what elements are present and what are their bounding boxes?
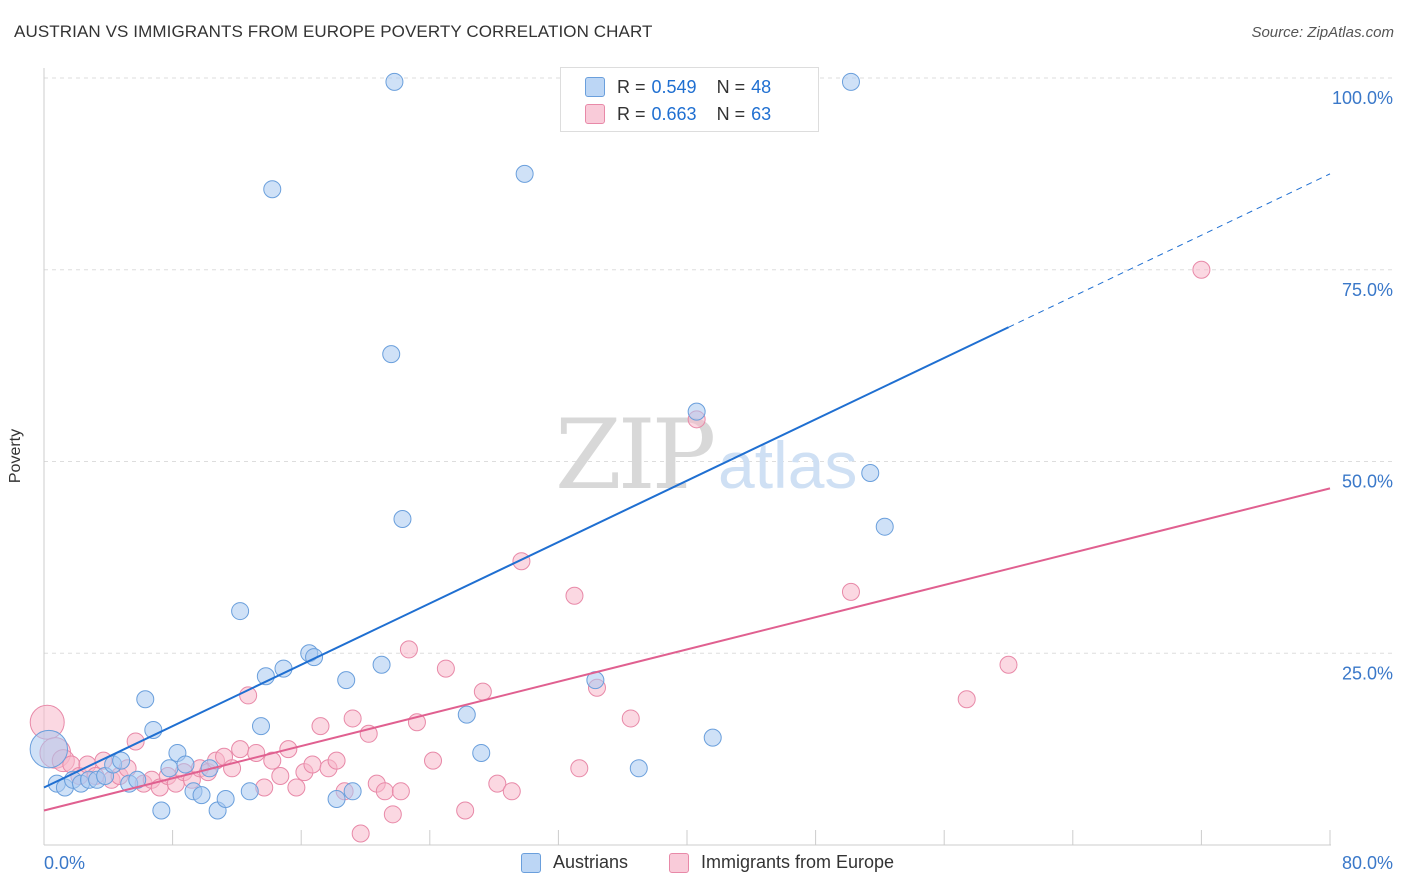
legend-r-label: R =: [617, 76, 646, 97]
austrians-label: Austrians: [553, 852, 629, 872]
chart-title: AUSTRIAN VS IMMIGRANTS FROM EUROPE POVER…: [14, 22, 653, 41]
austrians-point: [343, 782, 362, 801]
austrians-point: [231, 602, 250, 621]
y-tick-label: 50.0%: [1342, 472, 1393, 492]
x-tick-label-min: 0.0%: [44, 853, 85, 873]
austrians-point: [515, 164, 534, 183]
watermark-atlas: atlas: [718, 428, 857, 502]
austrians-point: [263, 180, 282, 199]
y-tick-label: 75.0%: [1342, 280, 1393, 300]
austrians-points: [29, 72, 894, 820]
immigrants-point: [303, 755, 322, 774]
immigrants-point: [311, 717, 330, 736]
immigrants-point: [570, 759, 589, 778]
austrians-point: [385, 72, 404, 91]
austrians-point: [629, 759, 648, 778]
immigrants-point: [502, 782, 521, 801]
legend-row-immigrants: R = 0.663 N = 63: [585, 103, 771, 125]
immigrants-point: [488, 774, 507, 793]
immigrants-point: [351, 824, 370, 843]
legend-n-label: N =: [716, 76, 746, 97]
immigrants-point: [841, 582, 860, 601]
austrians-point: [337, 671, 356, 690]
trend-lines: [43, 173, 1331, 812]
series-legend: Austrians Immigrants from Europe: [0, 852, 1406, 876]
correlation-legend: R = 0.549 N = 48 R = 0.663 N = 63: [560, 67, 819, 132]
austrians-point: [128, 770, 147, 789]
austrians-point: [176, 755, 195, 774]
immigrants-point: [436, 659, 455, 678]
immigrants-point: [231, 740, 250, 759]
austrians-point: [252, 717, 271, 736]
immigrants-point: [287, 778, 306, 797]
legend-swatch-austrians: [585, 77, 605, 97]
austrians-point: [192, 786, 211, 805]
legend-n-value: 63: [751, 103, 772, 124]
x-tick-label-max: 80.0%: [1342, 853, 1393, 873]
immigrants-label: Immigrants from Europe: [701, 852, 895, 872]
austrians-point: [472, 743, 491, 762]
austrians-point: [457, 705, 476, 724]
austrians-trend-line: [43, 326, 1009, 789]
series-legend-austrians[interactable]: Austrians: [521, 852, 628, 873]
immigrants-point: [327, 751, 346, 770]
immigrants-point: [565, 586, 584, 605]
immigrants-point: [263, 751, 282, 770]
austrians-point: [875, 517, 894, 536]
austrians-point: [29, 729, 69, 769]
immigrants-point: [473, 682, 492, 701]
legend-n-label: N =: [716, 103, 746, 124]
series-legend-immigrants[interactable]: Immigrants from Europe: [669, 852, 894, 873]
austrians-point: [216, 789, 235, 808]
immigrants-point: [1192, 260, 1211, 279]
austrians-point: [841, 72, 860, 91]
immigrants-point: [375, 782, 394, 801]
immigrants-point: [391, 782, 410, 801]
watermark: ZIP atlas: [555, 399, 857, 511]
y-tick-label: 25.0%: [1342, 663, 1393, 683]
immigrants-point: [271, 766, 290, 785]
austrians-point: [112, 751, 131, 770]
legend-n-value: 48: [751, 76, 772, 97]
immigrants-point: [512, 552, 531, 571]
immigrants-point: [957, 690, 976, 709]
austrians-point: [382, 345, 401, 364]
immigrants-swatch: [669, 852, 689, 873]
tick-labels: 25.0% 50.0% 75.0% 100.0% 0.0% 80.0%: [44, 88, 1393, 873]
austrians-point: [240, 782, 259, 801]
immigrants-point: [383, 805, 402, 824]
immigrants-points: [29, 260, 1211, 843]
austrians-point: [393, 510, 412, 529]
austrians-point: [861, 464, 880, 483]
immigrants-point: [343, 709, 362, 728]
austrians-point: [327, 789, 346, 808]
austrians-point: [274, 659, 293, 678]
immigrants-trend-line: [43, 487, 1331, 812]
immigrants-point: [999, 655, 1018, 674]
immigrants-point: [424, 751, 443, 770]
legend-row-austrians: R = 0.549 N = 48: [585, 76, 771, 98]
legend-r-value: 0.663: [651, 103, 697, 124]
immigrants-point: [399, 640, 418, 659]
austrians-point: [703, 728, 722, 747]
y-tick-label: 100.0%: [1332, 88, 1393, 108]
legend-swatch-immigrants: [585, 104, 605, 124]
austrians-point: [372, 655, 391, 674]
austrians-point: [305, 648, 324, 667]
austrians-point: [136, 690, 155, 709]
austrians-swatch: [521, 852, 541, 873]
legend-r-value: 0.549: [651, 76, 697, 97]
austrians-trend-extension: [1008, 173, 1331, 328]
source-credit: Source: ZipAtlas.com: [1251, 24, 1394, 41]
austrians-point: [160, 759, 179, 778]
austrians-point: [152, 801, 171, 820]
immigrants-point: [456, 801, 475, 820]
austrians-point: [687, 402, 706, 421]
grid-lines: [44, 77, 1395, 654]
legend-r-label: R =: [617, 103, 646, 124]
immigrants-point: [621, 709, 640, 728]
